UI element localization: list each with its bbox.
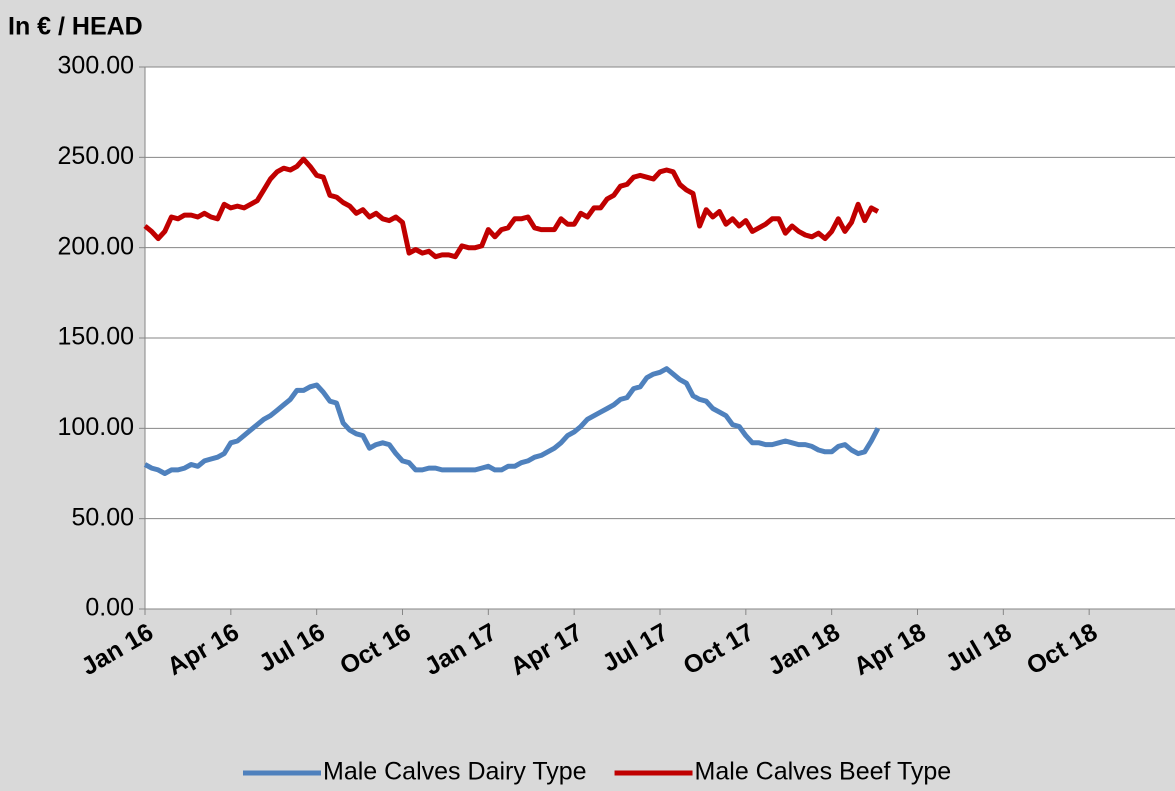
x-tick-label: Oct 16: [335, 618, 415, 680]
legend-label: Male Calves Dairy Type: [323, 758, 587, 786]
x-tick-label: Oct 17: [679, 618, 759, 680]
x-tick-label: Jan 16: [77, 618, 158, 681]
x-tick-label: Apr 17: [506, 618, 587, 681]
x-tick-label: Oct 18: [1022, 618, 1102, 681]
x-tick-label: Apr 16: [162, 618, 243, 681]
y-tick-label: 300.00: [58, 52, 134, 80]
x-tick-label: Apr 18: [849, 618, 930, 681]
legend-label: Male Calves Beef Type: [695, 758, 952, 786]
x-tick-label: Jul 18: [941, 618, 1016, 678]
x-tick-label: Jan 17: [420, 618, 501, 681]
y-tick-label: 200.00: [58, 232, 134, 260]
y-tick-label: 250.00: [58, 142, 134, 170]
y-tick-label: 100.00: [58, 413, 134, 441]
y-tick-label: 0.00: [85, 594, 134, 622]
series-line: [143, 156, 880, 260]
y-tick-label: 50.00: [71, 503, 134, 531]
x-tick-label: Jan 18: [763, 618, 844, 681]
series-line: [143, 366, 881, 476]
x-tick-label: Jul 17: [598, 618, 673, 678]
x-tick-label: Jul 16: [254, 618, 329, 678]
chart-title: In € / HEAD: [8, 13, 143, 41]
y-tick-label: 150.00: [58, 323, 134, 351]
